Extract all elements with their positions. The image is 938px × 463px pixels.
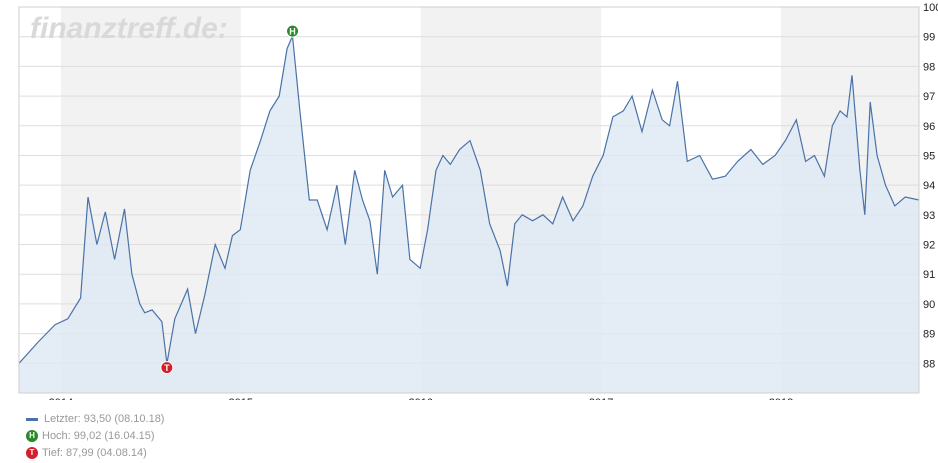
legend-high: H Hoch: 99,02 (16.04.15) bbox=[26, 430, 155, 442]
x-axis-ticks: 2014 2015 2016 2017 2018 bbox=[49, 397, 794, 400]
x-tick-label: 2016 bbox=[408, 397, 432, 400]
plot-border bbox=[18, 6, 920, 394]
y-tick-label: 94 bbox=[923, 180, 935, 192]
y-tick-label: 90 bbox=[923, 299, 935, 311]
legend-last: Letzter: 93,50 (08.10.18) bbox=[26, 413, 164, 425]
line-swatch-icon bbox=[26, 417, 38, 421]
x-tick-label: 2018 bbox=[769, 397, 793, 400]
y-tick-label: 89 bbox=[923, 329, 935, 341]
y-tick-label: 97 bbox=[923, 91, 935, 103]
high-marker: H bbox=[286, 24, 300, 38]
y-tick-label: 98 bbox=[923, 61, 935, 73]
y-tick-label: 91 bbox=[923, 269, 935, 281]
watermark: finanztreff.de: bbox=[30, 12, 228, 45]
low-marker: T bbox=[160, 361, 174, 375]
y-tick-label: 92 bbox=[923, 240, 935, 252]
high-badge-icon: H bbox=[26, 430, 38, 442]
legend-low-text: Tief: 87,99 (04.08.14) bbox=[42, 447, 147, 459]
y-tick-label: 88 bbox=[923, 358, 935, 370]
year-bands bbox=[60, 7, 919, 393]
price-chart: finanztreff.de: 88 89 90 91 92 93 94 95 96 97 98 99… bbox=[18, 2, 938, 400]
svg-text:T: T bbox=[164, 363, 170, 373]
y-tick-label: 93 bbox=[923, 210, 935, 222]
price-area bbox=[19, 36, 919, 393]
legend-low: T Tief: 87,99 (04.08.14) bbox=[26, 447, 147, 459]
y-tick-label: 96 bbox=[923, 121, 935, 133]
y-tick-label: 100 bbox=[923, 2, 938, 14]
legend-last-text: Letzter: 93,50 (08.10.18) bbox=[44, 413, 165, 425]
price-line bbox=[18, 33, 920, 364]
x-tick-label: 2015 bbox=[229, 397, 253, 400]
svg-text:H: H bbox=[289, 27, 296, 37]
x-tick-label: 2014 bbox=[49, 397, 73, 400]
extrema-markers: HT bbox=[160, 24, 300, 375]
legend-high-text: Hoch: 99,02 (16.04.15) bbox=[42, 430, 155, 442]
y-tick-label: 99 bbox=[923, 32, 935, 44]
y-tick-label: 95 bbox=[923, 150, 935, 162]
y-axis-ticks: 88 89 90 91 92 93 94 95 96 97 98 99 100 bbox=[923, 2, 938, 370]
x-tick-label: 2017 bbox=[589, 397, 613, 400]
low-badge-icon: T bbox=[26, 447, 38, 459]
